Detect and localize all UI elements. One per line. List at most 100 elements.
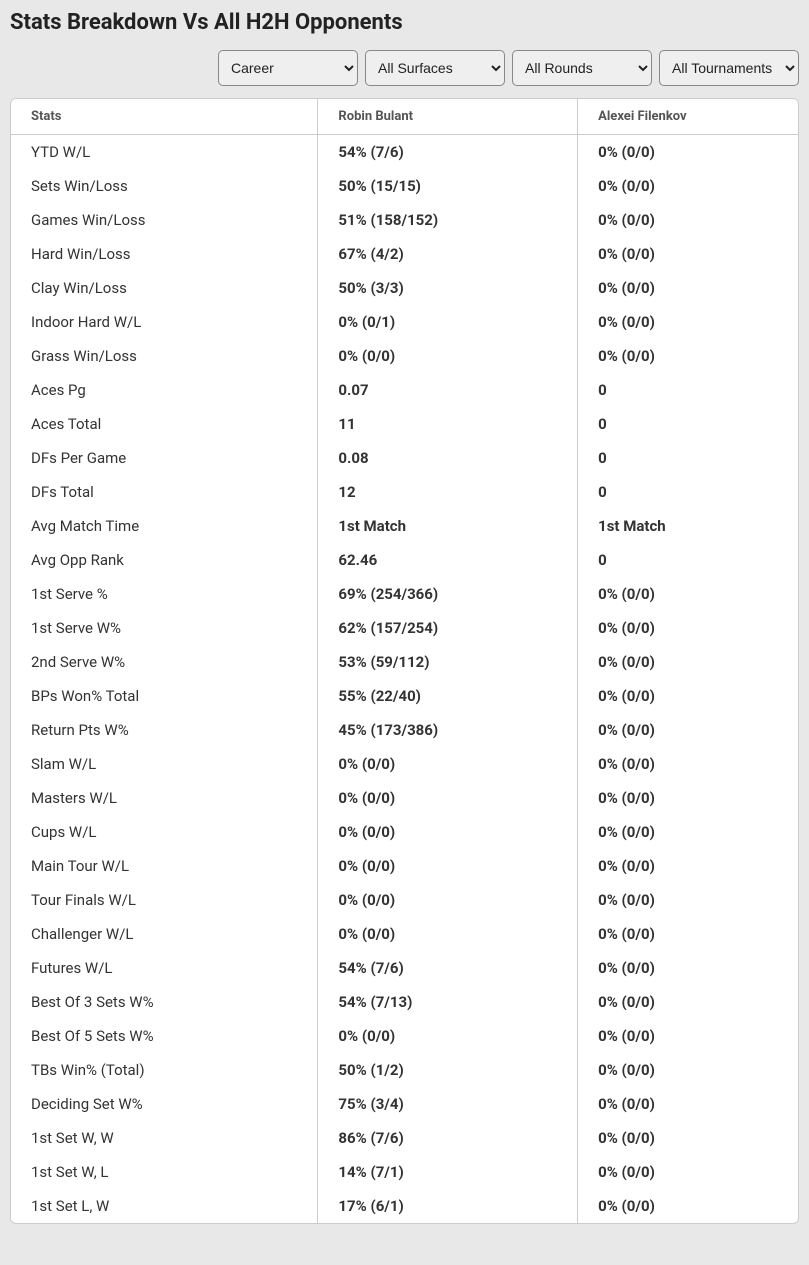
- stat-label: 1st Serve %: [11, 577, 318, 611]
- stat-label: Clay Win/Loss: [11, 271, 318, 305]
- player1-value: 0% (0/0): [318, 917, 578, 951]
- player2-value: 0: [578, 543, 798, 577]
- player2-value: 0% (0/0): [578, 1155, 798, 1189]
- table-row: BPs Won% Total55% (22/40)0% (0/0): [11, 679, 798, 713]
- player2-value: 0% (0/0): [578, 951, 798, 985]
- stat-label: BPs Won% Total: [11, 679, 318, 713]
- table-row: Tour Finals W/L0% (0/0)0% (0/0): [11, 883, 798, 917]
- stat-label: Aces Pg: [11, 373, 318, 407]
- player2-value: 0% (0/0): [578, 747, 798, 781]
- player2-value: 0% (0/0): [578, 1087, 798, 1121]
- col-player2-header: Alexei Filenkov: [578, 99, 798, 135]
- stat-label: 1st Serve W%: [11, 611, 318, 645]
- player2-value: 0% (0/0): [578, 679, 798, 713]
- player2-value: 0: [578, 407, 798, 441]
- player1-value: 75% (3/4): [318, 1087, 578, 1121]
- player2-value: 0% (0/0): [578, 169, 798, 203]
- table-row: Avg Opp Rank62.460: [11, 543, 798, 577]
- player2-value: 0% (0/0): [578, 339, 798, 373]
- player1-value: 0% (0/0): [318, 849, 578, 883]
- table-row: 2nd Serve W%53% (59/112)0% (0/0): [11, 645, 798, 679]
- stat-label: Indoor Hard W/L: [11, 305, 318, 339]
- player1-value: 0% (0/0): [318, 339, 578, 373]
- player1-value: 0% (0/0): [318, 781, 578, 815]
- player1-value: 0% (0/0): [318, 815, 578, 849]
- player1-value: 14% (7/1): [318, 1155, 578, 1189]
- table-row: Sets Win/Loss50% (15/15)0% (0/0): [11, 169, 798, 203]
- stat-label: Slam W/L: [11, 747, 318, 781]
- table-row: Indoor Hard W/L0% (0/1)0% (0/0): [11, 305, 798, 339]
- stat-label: 1st Set W, W: [11, 1121, 318, 1155]
- player1-value: 86% (7/6): [318, 1121, 578, 1155]
- player1-value: 0% (0/0): [318, 747, 578, 781]
- player1-value: 54% (7/13): [318, 985, 578, 1019]
- player2-value: 0% (0/0): [578, 203, 798, 237]
- player1-value: 69% (254/366): [318, 577, 578, 611]
- stat-label: Avg Opp Rank: [11, 543, 318, 577]
- table-header-row: Stats Robin Bulant Alexei Filenkov: [11, 99, 798, 135]
- player2-value: 0% (0/0): [578, 883, 798, 917]
- stat-label: YTD W/L: [11, 135, 318, 170]
- player2-value: 0: [578, 475, 798, 509]
- page-title: Stats Breakdown Vs All H2H Opponents: [10, 10, 799, 35]
- stat-label: Aces Total: [11, 407, 318, 441]
- table-row: Masters W/L0% (0/0)0% (0/0): [11, 781, 798, 815]
- table-row: Hard Win/Loss67% (4/2)0% (0/0): [11, 237, 798, 271]
- stat-label: Best Of 5 Sets W%: [11, 1019, 318, 1053]
- table-row: Games Win/Loss51% (158/152)0% (0/0): [11, 203, 798, 237]
- table-row: Futures W/L54% (7/6)0% (0/0): [11, 951, 798, 985]
- player2-value: 0% (0/0): [578, 985, 798, 1019]
- player1-value: 67% (4/2): [318, 237, 578, 271]
- stat-label: Futures W/L: [11, 951, 318, 985]
- player1-value: 62.46: [318, 543, 578, 577]
- player2-value: 0% (0/0): [578, 815, 798, 849]
- player2-value: 0% (0/0): [578, 577, 798, 611]
- table-row: 1st Set L, W17% (6/1)0% (0/0): [11, 1189, 798, 1223]
- stat-label: 2nd Serve W%: [11, 645, 318, 679]
- table-row: Deciding Set W%75% (3/4)0% (0/0): [11, 1087, 798, 1121]
- table-row: 1st Set W, L14% (7/1)0% (0/0): [11, 1155, 798, 1189]
- col-stats-header: Stats: [11, 99, 318, 135]
- player2-value: 0% (0/0): [578, 1019, 798, 1053]
- player1-value: 54% (7/6): [318, 135, 578, 170]
- table-row: Main Tour W/L0% (0/0)0% (0/0): [11, 849, 798, 883]
- table-row: Aces Total110: [11, 407, 798, 441]
- player2-value: 0% (0/0): [578, 1053, 798, 1087]
- player1-value: 17% (6/1): [318, 1189, 578, 1223]
- table-row: Grass Win/Loss0% (0/0)0% (0/0): [11, 339, 798, 373]
- tournaments-select[interactable]: All Tournaments: [659, 50, 799, 86]
- player2-value: 0% (0/0): [578, 611, 798, 645]
- stat-label: TBs Win% (Total): [11, 1053, 318, 1087]
- stat-label: Deciding Set W%: [11, 1087, 318, 1121]
- player1-value: 0% (0/1): [318, 305, 578, 339]
- player1-value: 55% (22/40): [318, 679, 578, 713]
- player1-value: 0% (0/0): [318, 883, 578, 917]
- player1-value: 12: [318, 475, 578, 509]
- surface-select[interactable]: All Surfaces: [365, 50, 505, 86]
- player1-value: 62% (157/254): [318, 611, 578, 645]
- player1-value: 53% (59/112): [318, 645, 578, 679]
- player2-value: 0% (0/0): [578, 917, 798, 951]
- player2-value: 0% (0/0): [578, 645, 798, 679]
- stat-label: Games Win/Loss: [11, 203, 318, 237]
- stat-label: Grass Win/Loss: [11, 339, 318, 373]
- stat-label: 1st Set L, W: [11, 1189, 318, 1223]
- stat-label: Sets Win/Loss: [11, 169, 318, 203]
- player2-value: 0: [578, 373, 798, 407]
- table-row: Best Of 3 Sets W%54% (7/13)0% (0/0): [11, 985, 798, 1019]
- stat-label: Masters W/L: [11, 781, 318, 815]
- player1-value: 1st Match: [318, 509, 578, 543]
- player1-value: 0% (0/0): [318, 1019, 578, 1053]
- stat-label: Cups W/L: [11, 815, 318, 849]
- player1-value: 0.08: [318, 441, 578, 475]
- period-select[interactable]: Career: [218, 50, 358, 86]
- stat-label: Challenger W/L: [11, 917, 318, 951]
- table-row: Cups W/L0% (0/0)0% (0/0): [11, 815, 798, 849]
- col-player1-header: Robin Bulant: [318, 99, 578, 135]
- player1-value: 54% (7/6): [318, 951, 578, 985]
- table-row: Aces Pg0.070: [11, 373, 798, 407]
- player1-value: 50% (15/15): [318, 169, 578, 203]
- table-row: DFs Per Game0.080: [11, 441, 798, 475]
- table-row: Clay Win/Loss50% (3/3)0% (0/0): [11, 271, 798, 305]
- rounds-select[interactable]: All Rounds: [512, 50, 652, 86]
